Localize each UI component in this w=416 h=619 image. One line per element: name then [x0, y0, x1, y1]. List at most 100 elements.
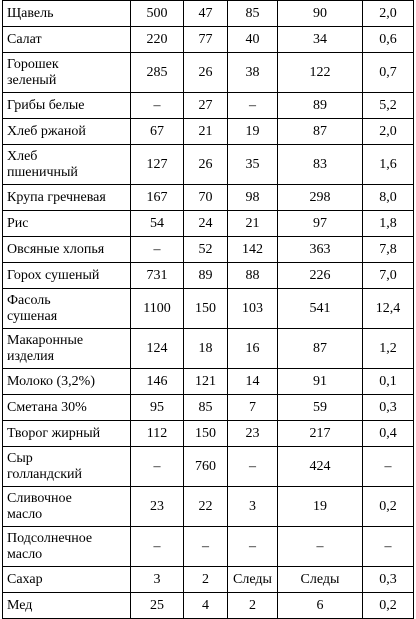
value-cell: 89	[183, 262, 228, 289]
value-cell: 1,8	[362, 210, 414, 237]
value-cell: 285	[130, 52, 184, 93]
product-name: Сахар	[2, 566, 131, 593]
value-cell: 54	[130, 210, 184, 237]
value-cell: 1100	[130, 288, 184, 329]
value-cell: 35	[227, 144, 278, 185]
value-cell: –	[130, 236, 184, 263]
value-cell: 85	[183, 394, 228, 421]
value-cell: –	[227, 446, 278, 487]
value-cell: –	[227, 526, 278, 567]
value-cell: 19	[277, 486, 363, 527]
value-cell: 26	[183, 144, 228, 185]
table-row: Горошек зеленый 285 26 38 122 0,7	[2, 52, 414, 93]
value-cell: 7,0	[362, 262, 414, 289]
value-cell: 0,1	[362, 368, 414, 395]
value-cell: 8,0	[362, 184, 414, 211]
product-name: Сыр голландский	[2, 446, 131, 487]
value-cell: –	[130, 526, 184, 567]
value-cell: 27	[183, 92, 228, 119]
value-cell: 1,6	[362, 144, 414, 185]
value-cell: 95	[130, 394, 184, 421]
value-cell: 14	[227, 368, 278, 395]
value-cell: 6	[277, 592, 363, 619]
value-cell: 3	[227, 486, 278, 527]
value-cell: 122	[277, 52, 363, 93]
value-cell: –	[130, 92, 184, 119]
table-row: Сыр голландский –760–424–	[2, 446, 414, 487]
value-cell: 0,3	[362, 394, 414, 421]
table-row: Горох сушеный 731 89 88 226 7,0	[2, 262, 414, 289]
product-name: Подсолнечное масло	[2, 526, 131, 567]
value-cell: 98	[227, 184, 278, 211]
value-cell: 3	[130, 566, 184, 593]
value-cell: 25	[130, 592, 184, 619]
value-cell: Следы	[277, 566, 363, 593]
value-cell: 34	[277, 26, 363, 53]
table-row: Рис 54 24 21 97 1,8	[2, 210, 414, 237]
value-cell: 121	[183, 368, 228, 395]
value-cell: 18	[183, 328, 228, 369]
value-cell: 2,0	[362, 0, 414, 27]
value-cell: 0,7	[362, 52, 414, 93]
value-cell: 22	[183, 486, 228, 527]
value-cell: 541	[277, 288, 363, 329]
value-cell: 167	[130, 184, 184, 211]
value-cell: 91	[277, 368, 363, 395]
value-cell: –	[362, 446, 414, 487]
value-cell: 47	[183, 0, 228, 27]
value-cell: 2	[227, 592, 278, 619]
value-cell: 124	[130, 328, 184, 369]
product-name: Крупа гречневая	[2, 184, 131, 211]
product-name: Сметана 30%	[2, 394, 131, 421]
value-cell: –	[362, 526, 414, 567]
product-name: Грибы белые	[2, 92, 131, 119]
value-cell: 24	[183, 210, 228, 237]
value-cell: 0,3	[362, 566, 414, 593]
value-cell: 142	[227, 236, 278, 263]
value-cell: 4	[183, 592, 228, 619]
value-cell: –	[183, 526, 228, 567]
product-name: Фасоль сушеная	[2, 288, 131, 329]
value-cell: –	[277, 526, 363, 567]
value-cell: 38	[227, 52, 278, 93]
value-cell: –	[227, 92, 278, 119]
value-cell: 500	[130, 0, 184, 27]
value-cell: 70	[183, 184, 228, 211]
value-cell: 23	[130, 486, 184, 527]
value-cell: Следы	[227, 566, 278, 593]
table-row: Макаронные изделия 124 18 16 87 1,2	[2, 328, 414, 369]
product-name: Салат	[2, 26, 131, 53]
product-name: Хлеб пшеничный	[2, 144, 131, 185]
value-cell: 127	[130, 144, 184, 185]
value-cell: 87	[277, 328, 363, 369]
value-cell: 760	[183, 446, 228, 487]
value-cell: 103	[227, 288, 278, 329]
value-cell: 87	[277, 118, 363, 145]
table-row: Мед 25 4 2 6 0,2	[2, 592, 414, 619]
value-cell: 7	[227, 394, 278, 421]
value-cell: 88	[227, 262, 278, 289]
table-row: Творог жирный 112 150 23 217 0,4	[2, 420, 414, 447]
table-row: Молоко (3,2%) 146 121 14 91 0,1	[2, 368, 414, 395]
value-cell: 363	[277, 236, 363, 263]
product-name: Хлеб ржаной	[2, 118, 131, 145]
value-cell: 59	[277, 394, 363, 421]
value-cell: 77	[183, 26, 228, 53]
table-row: Крупа гречневая 167 70 98 298 8,0	[2, 184, 414, 211]
value-cell: 2,0	[362, 118, 414, 145]
value-cell: 12,4	[362, 288, 414, 329]
value-cell: 90	[277, 0, 363, 27]
value-cell: 67	[130, 118, 184, 145]
value-cell: 23	[227, 420, 278, 447]
table-row: Сметана 30% 95 85 7 59 0,3	[2, 394, 414, 421]
value-cell: 2	[183, 566, 228, 593]
value-cell: 52	[183, 236, 228, 263]
value-cell: 97	[277, 210, 363, 237]
table-row: Салат 220 77 40 34 0,6	[2, 26, 414, 53]
product-name: Макаронные изделия	[2, 328, 131, 369]
value-cell: 226	[277, 262, 363, 289]
value-cell: 150	[183, 420, 228, 447]
value-cell: 26	[183, 52, 228, 93]
